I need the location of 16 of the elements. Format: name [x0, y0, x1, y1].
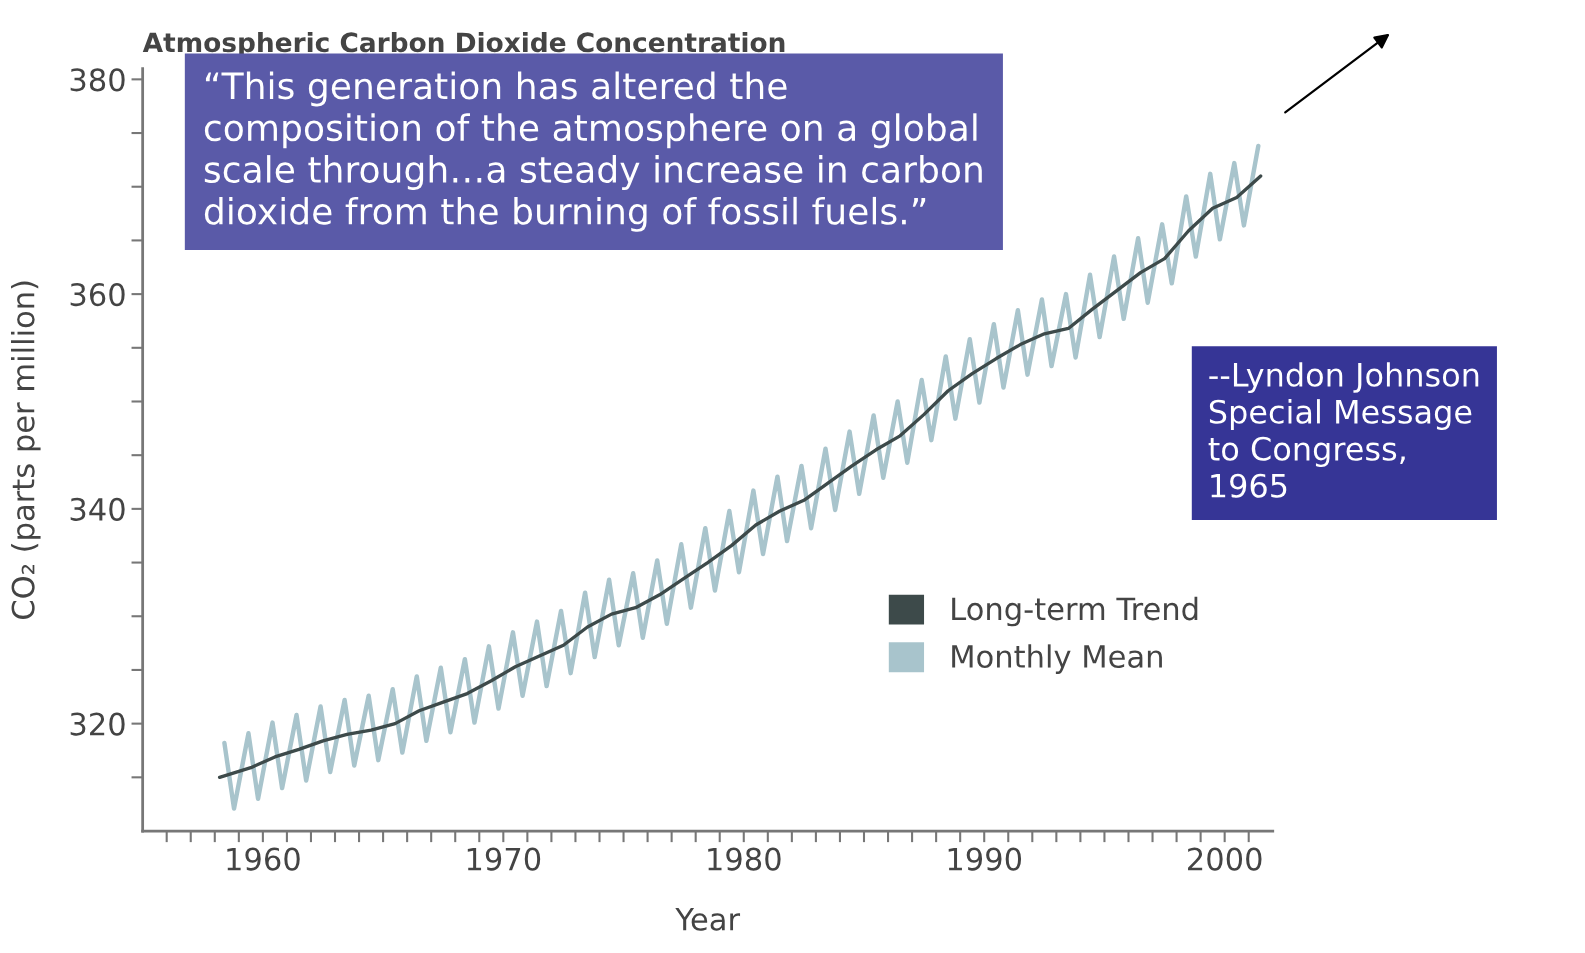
x-tick-label: 2000: [1188, 847, 1262, 871]
x-tick-label: 1990: [948, 847, 1022, 871]
y-tick-label: 360: [70, 283, 125, 307]
legend-label: Long-term Trend: [952, 596, 1198, 627]
y-tick-label: 320: [70, 712, 125, 736]
y-tick-label: 340: [70, 497, 125, 521]
y-tick-label: 380: [70, 68, 125, 92]
x-tick-label: 1960: [227, 847, 300, 871]
x-axis-title: Year: [675, 908, 741, 931]
x-tick-label: 1980: [708, 847, 781, 871]
annotation: --Lyndon Johnson Special Message to Congress, 1965: [1208, 362, 1479, 498]
annotation: “This generation has altered the composition of the atmosphere on a global scale through…a steady increase in carbon dioxide from the burning of fossil fuels.”: [204, 71, 982, 232]
legend-label: Monthly Mean: [952, 644, 1162, 674]
y-axis-title: CO₂ (parts per million): [11, 281, 41, 619]
x-tick-label: 1970: [467, 847, 541, 871]
chart-title: Atmospheric Carbon Dioxide Concentration: [142, 31, 785, 58]
